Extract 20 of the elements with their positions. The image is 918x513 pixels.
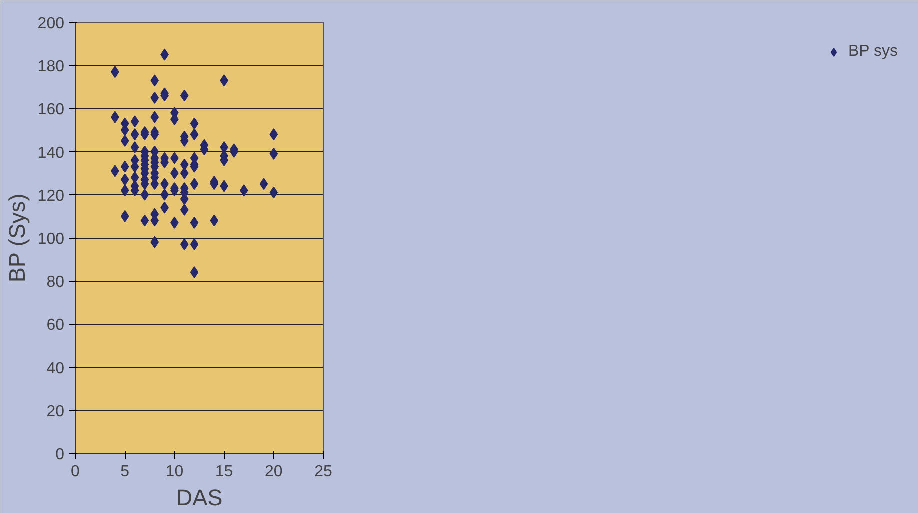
y-tick-label: 100: [38, 231, 65, 248]
y-tick-label: 40: [46, 360, 65, 378]
x-tick-label: 25: [314, 464, 332, 480]
y-tick-label: 160: [38, 102, 65, 119]
y-tick-label: 20: [46, 403, 65, 420]
legend-label: BP sys: [848, 43, 898, 61]
y-tick-label: 120: [38, 188, 65, 205]
y-tick-label: 140: [38, 144, 65, 162]
x-tick-label: 0: [71, 464, 80, 480]
x-tick-label: 20: [265, 464, 283, 480]
y-tick-label: 0: [56, 446, 65, 464]
x-axis-title: DAS: [176, 484, 223, 510]
x-tick-label: 10: [166, 464, 184, 480]
y-tick-label: 80: [46, 274, 65, 292]
x-tick-label: 15: [215, 464, 234, 480]
y-tick-label: 60: [46, 317, 65, 334]
y-tick-label: 180: [38, 58, 65, 76]
y-axis-title: BP (Sys): [4, 194, 30, 283]
y-tick-label: 200: [38, 16, 65, 32]
x-tick-label: 5: [120, 464, 130, 480]
